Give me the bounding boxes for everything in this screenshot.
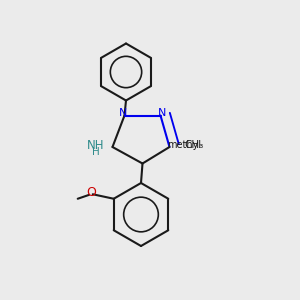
- Text: N: N: [119, 108, 127, 118]
- Text: NH: NH: [87, 139, 105, 152]
- Text: methyl: methyl: [167, 140, 201, 150]
- Text: O: O: [86, 186, 96, 199]
- Text: CH₃: CH₃: [184, 140, 204, 151]
- Text: H: H: [92, 147, 100, 158]
- Text: N: N: [158, 108, 166, 118]
